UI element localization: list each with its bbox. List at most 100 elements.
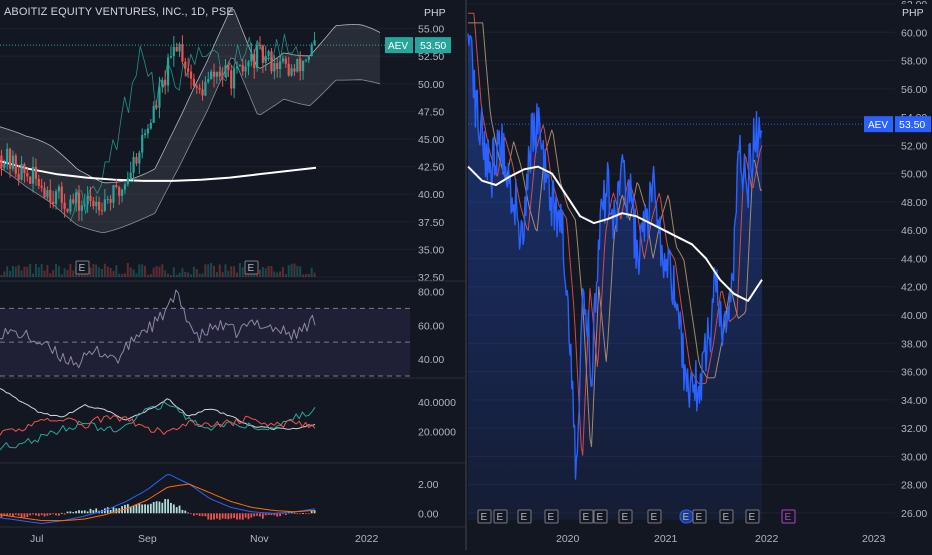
- volume-bar: [17, 265, 20, 277]
- candle-body: [0, 155, 3, 168]
- candle-body: [152, 105, 155, 123]
- candle-body: [60, 186, 63, 203]
- volume-bar: [43, 270, 46, 277]
- earnings-marker: [244, 260, 259, 275]
- macd-histogram-bar: [302, 513, 304, 514]
- volume-bar: [207, 264, 210, 277]
- price-axis-tick: 47.50: [418, 106, 444, 118]
- volume-bar: [293, 263, 296, 277]
- earnings-marker-right: [579, 509, 594, 524]
- macd-histogram-bar: [83, 510, 86, 514]
- macd-histogram-bar: [273, 513, 276, 516]
- candle-body: [72, 199, 75, 204]
- volume-bar: [204, 264, 207, 277]
- candle-body: [250, 53, 253, 62]
- volume-bar: [126, 263, 129, 277]
- macd-histogram-bar: [92, 510, 95, 514]
- candle-body: [273, 63, 276, 72]
- volume-bar: [146, 274, 149, 277]
- currency-box-right: [898, 4, 928, 20]
- price-axis-tick: 40.00: [418, 189, 444, 201]
- earnings-marker-right-label: E: [723, 512, 730, 523]
- rsi-line: [0, 289, 316, 369]
- price-axis-tick: 35.00: [418, 244, 444, 256]
- candle-body: [310, 44, 313, 56]
- candle-body: [126, 178, 129, 185]
- volume-bar: [29, 263, 32, 277]
- volume-bar: [302, 274, 305, 277]
- macd-histogram-bar: [115, 508, 118, 514]
- macd-axis-tick: 0.00: [418, 508, 439, 520]
- candle-body: [69, 199, 72, 212]
- volume-bar: [221, 272, 224, 277]
- volume-bar: [115, 265, 118, 277]
- macd-histogram-bar: [233, 513, 236, 519]
- macd-histogram-bar: [213, 513, 215, 520]
- macd-histogram-bar: [201, 513, 204, 517]
- macd-signal-line: [0, 483, 316, 522]
- volume-bar: [296, 265, 299, 277]
- earnings-marker-right-label: E: [749, 512, 756, 523]
- candle-body: [6, 148, 9, 164]
- candle-body: [195, 85, 198, 88]
- macd-histogram-bar: [167, 499, 169, 514]
- candle-body: [129, 172, 132, 179]
- macd-histogram-bar: [0, 513, 3, 519]
- macd-histogram-bar: [253, 513, 256, 517]
- volume-bar: [118, 273, 121, 277]
- candle-body: [138, 152, 141, 164]
- macd-histogram-bar: [218, 513, 221, 520]
- area-moving-average-line: [467, 165, 763, 302]
- earnings-marker-right: [745, 509, 760, 524]
- earnings-marker-right-label: E: [497, 512, 504, 523]
- price-axis-tick: 32.50: [418, 272, 444, 284]
- candle-body: [132, 157, 135, 173]
- macd-histogram-bar: [17, 513, 20, 516]
- candle-body: [118, 187, 121, 196]
- earnings-marker-right: [593, 509, 608, 524]
- macd-histogram-bar: [69, 511, 72, 514]
- candle-body: [181, 44, 184, 62]
- macd-histogram-bar: [9, 513, 11, 516]
- macd-histogram-bar: [170, 502, 172, 514]
- macd-histogram-bar: [26, 513, 29, 518]
- area-axis-tick: 28.00: [901, 480, 927, 492]
- candle-body: [3, 163, 6, 168]
- volume-bar: [184, 271, 187, 277]
- macd-histogram-bar: [35, 513, 37, 516]
- volume-bar: [227, 270, 230, 277]
- earnings-marker-right-label: E: [583, 512, 590, 523]
- macd-histogram-bar: [63, 513, 66, 515]
- macd-histogram-bar: [144, 504, 146, 514]
- candle-body: [287, 63, 290, 76]
- volume-bar: [264, 268, 267, 277]
- candle-body: [235, 66, 239, 69]
- macd-histogram-bar: [236, 513, 238, 520]
- volume-bar: [129, 267, 132, 277]
- candle-body: [175, 46, 178, 52]
- macd-histogram-bar: [66, 511, 69, 514]
- volume-bar: [198, 273, 201, 277]
- volume-bar: [276, 272, 279, 277]
- dmi-plus-line: [0, 401, 316, 451]
- area-price-tag-value: 53.50: [899, 119, 925, 131]
- candle-body: [77, 192, 81, 211]
- volume-bar: [109, 267, 112, 277]
- earnings-marker-right: [692, 509, 707, 524]
- time-axis-tick: Sep: [138, 533, 157, 545]
- cloud-lower-line: [0, 57, 381, 234]
- macd-histogram-bar: [299, 513, 302, 515]
- price-tag-symbol: AEV: [388, 41, 408, 52]
- candle-body: [253, 53, 256, 68]
- candle-body: [244, 66, 247, 72]
- candle-body: [267, 51, 270, 56]
- candle-body: [281, 58, 285, 62]
- candle-body: [164, 79, 167, 86]
- candle-body: [299, 58, 302, 72]
- candle-body: [112, 185, 115, 203]
- cloud-area: [0, 8, 380, 233]
- volume-bar: [149, 274, 152, 277]
- candle-body: [34, 166, 38, 179]
- macd-histogram-bar: [193, 513, 195, 516]
